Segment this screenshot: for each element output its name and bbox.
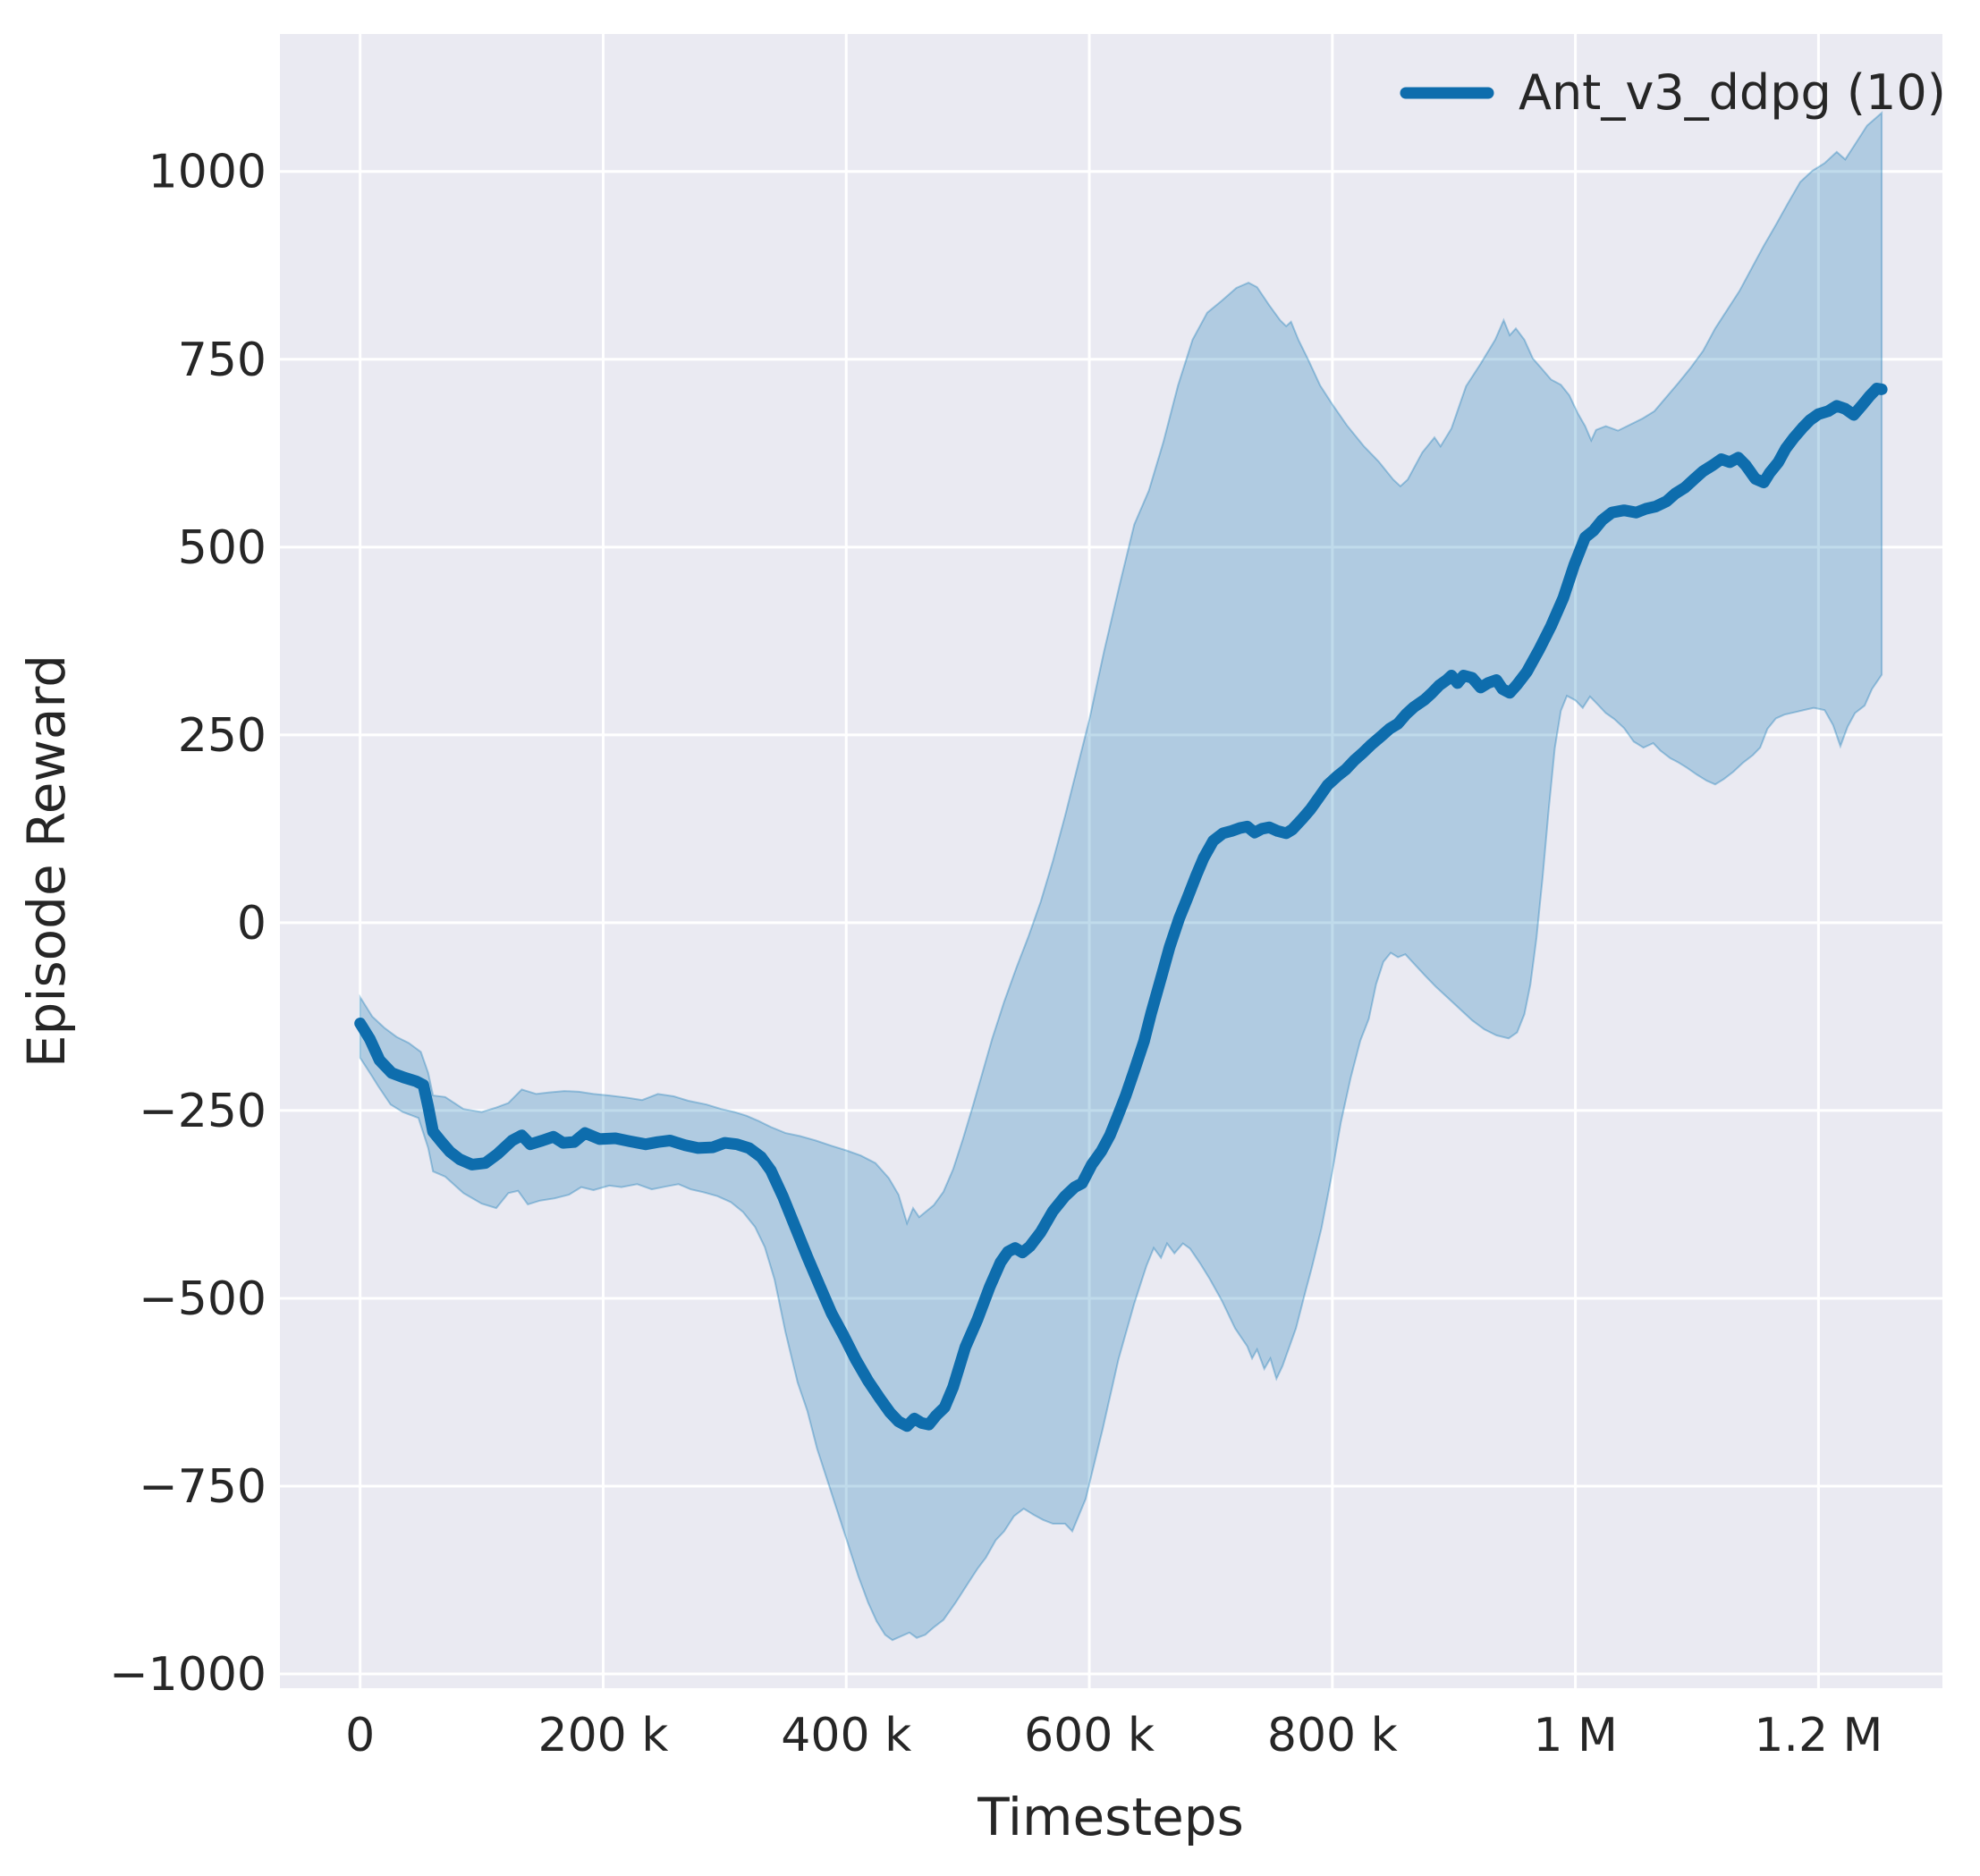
x-tick-label: 0 [345, 1709, 375, 1762]
mean-line-path [354, 383, 1888, 1432]
y-tick-labels: 1000 750 500 250 0 −250 −500 −750 −1000 [109, 146, 267, 1702]
plot-background [280, 34, 1942, 1688]
y-tick-label: −750 [139, 1460, 267, 1514]
grid-lines [280, 34, 1942, 1688]
x-tick-labels: 0 200 k 400 k 600 k 800 k 1 M 1.2 M [345, 1709, 1883, 1762]
y-tick-label: 250 [178, 709, 267, 763]
confidence-band [359, 111, 1883, 1642]
x-tick-label: 200 k [538, 1709, 669, 1762]
x-tick-label: 1.2 M [1754, 1709, 1883, 1762]
y-tick-label: −1000 [109, 1648, 267, 1702]
y-tick-label: 500 [178, 521, 267, 575]
x-tick-label: 600 k [1024, 1709, 1155, 1762]
mean-line [354, 383, 1888, 1432]
x-tick-label: 800 k [1267, 1709, 1398, 1762]
legend-label: Ant_v3_ddpg (10) [1519, 64, 1946, 121]
confidence-band-area [359, 111, 1883, 1642]
x-axis-label: Timesteps [977, 1787, 1244, 1847]
y-tick-label: 1000 [148, 146, 267, 199]
y-tick-label: 750 [178, 334, 267, 387]
y-tick-label: 0 [237, 897, 267, 951]
y-tick-label: −500 [139, 1272, 267, 1326]
y-axis-label: Episode Reward [16, 655, 77, 1068]
legend: Ant_v3_ddpg (10) [1400, 64, 1946, 121]
y-tick-label: −250 [139, 1085, 267, 1138]
x-tick-label: 400 k [781, 1709, 911, 1762]
x-tick-label: 1 M [1533, 1709, 1617, 1762]
